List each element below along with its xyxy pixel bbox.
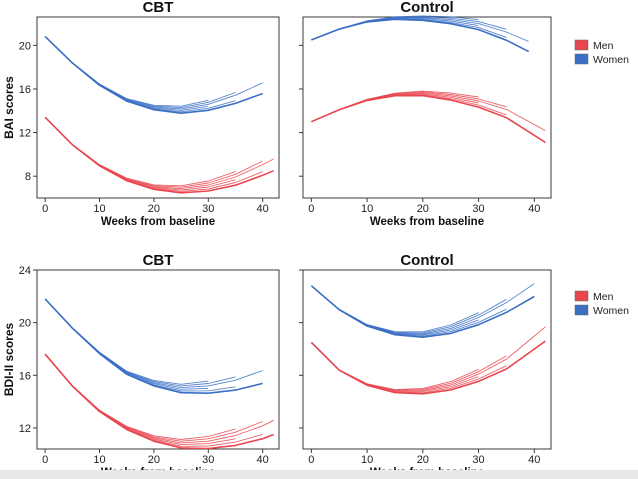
series-line-men xyxy=(311,342,507,394)
x-tick-label: 20 xyxy=(417,454,429,466)
series-line-men xyxy=(44,116,263,192)
x-tick-label: 10 xyxy=(361,203,373,215)
x-tick-label: 10 xyxy=(361,454,373,466)
y-tick-label: 16 xyxy=(19,370,31,382)
legend-swatch-men xyxy=(574,39,589,51)
panel-title: Control xyxy=(400,0,453,16)
series-line-women xyxy=(311,285,479,333)
x-tick-label: 0 xyxy=(42,454,48,466)
series-line-women xyxy=(44,36,263,114)
series-line-women xyxy=(44,36,236,109)
y-tick-label: 24 xyxy=(19,265,31,277)
y-tick-label: 16 xyxy=(19,84,31,96)
series-line-women xyxy=(44,298,263,395)
series-line-women xyxy=(311,17,479,41)
panel-frame xyxy=(302,269,552,450)
series-line-men xyxy=(44,353,274,444)
x-tick-label: 40 xyxy=(528,454,540,466)
x-axis-label: Weeks from baseline xyxy=(370,216,484,228)
series-line-men xyxy=(44,116,274,194)
series-line-men xyxy=(44,353,263,447)
series-line-women xyxy=(311,15,479,41)
series-line-women xyxy=(311,18,530,53)
legend-label-women: Women xyxy=(593,305,629,317)
series-line-men xyxy=(310,340,546,395)
x-tick-label: 20 xyxy=(148,454,160,466)
x-tick-label: 0 xyxy=(42,203,48,215)
x-tick-label: 10 xyxy=(93,203,105,215)
panel-frame xyxy=(36,269,280,450)
series-line-men xyxy=(44,116,236,191)
series-line-men xyxy=(44,116,263,188)
series-line-men xyxy=(44,116,236,187)
series-line-men xyxy=(44,353,236,440)
x-tick-label: 30 xyxy=(202,203,214,215)
y-tick-label: 8 xyxy=(25,171,31,183)
x-tick-label: 30 xyxy=(472,454,484,466)
series-line-men xyxy=(311,342,479,391)
series-line-men xyxy=(311,92,546,131)
x-tick-label: 20 xyxy=(148,203,160,215)
legend-swatch-women xyxy=(574,304,589,316)
series-line-women xyxy=(44,298,236,387)
panel-title: CBT xyxy=(143,0,174,16)
legend-label-men: Men xyxy=(593,291,614,303)
x-tick-label: 40 xyxy=(528,203,540,215)
panel-frame xyxy=(36,16,280,199)
bottom-scroll-strip xyxy=(0,470,638,479)
x-tick-label: 0 xyxy=(308,454,314,466)
x-tick-label: 30 xyxy=(202,454,214,466)
y-axis-label: BDI-II scores xyxy=(2,322,16,396)
series-line-men xyxy=(311,94,546,144)
series-line-women xyxy=(44,298,209,385)
x-tick-label: 0 xyxy=(308,203,314,215)
x-tick-label: 40 xyxy=(257,454,269,466)
legend-label-men: Men xyxy=(593,40,614,52)
y-tick-label: 20 xyxy=(19,40,31,52)
series-line-men xyxy=(44,353,263,442)
series-line-women xyxy=(311,285,507,337)
x-tick-label: 20 xyxy=(417,203,429,215)
series-line-men xyxy=(311,93,479,123)
y-axis-label: BAI scores xyxy=(2,76,16,139)
y-tick-label: 12 xyxy=(19,423,31,435)
y-tick-label: 20 xyxy=(19,318,31,330)
x-tick-label: 40 xyxy=(257,203,269,215)
x-tick-label: 30 xyxy=(472,203,484,215)
legend-swatch-men xyxy=(574,290,589,302)
series-line-men xyxy=(311,90,479,123)
panel-title: Control xyxy=(400,252,453,269)
legend-swatch-women xyxy=(574,53,589,65)
series-line-men xyxy=(311,342,507,391)
series-line-women xyxy=(44,298,209,390)
x-tick-label: 10 xyxy=(93,454,105,466)
x-axis-label: Weeks from baseline xyxy=(101,216,215,228)
series-line-women xyxy=(311,17,529,42)
series-line-women xyxy=(44,298,263,389)
series-line-women xyxy=(311,283,535,335)
y-tick-label: 12 xyxy=(19,128,31,140)
series-line-men xyxy=(44,116,274,190)
panel-title: CBT xyxy=(143,252,174,269)
series-line-women xyxy=(44,36,209,107)
series-line-women xyxy=(44,36,263,110)
legend-label-women: Women xyxy=(593,54,629,66)
